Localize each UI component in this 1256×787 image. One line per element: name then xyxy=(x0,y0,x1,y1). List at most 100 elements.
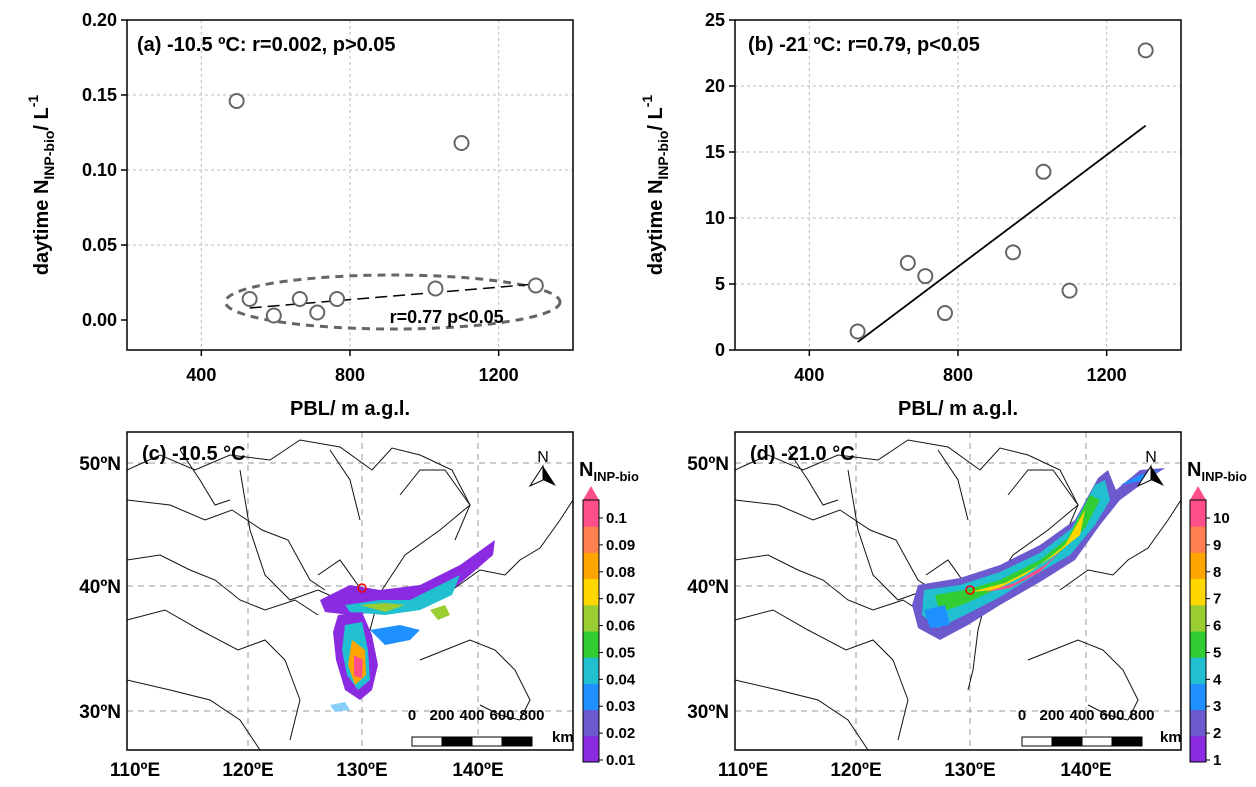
panel-d-colorbar-title: NINP-bio xyxy=(1187,459,1247,484)
a-xtick-0: 400 xyxy=(186,365,216,385)
b-ytick-3: 15 xyxy=(705,142,725,162)
d-colorbar-segment-1 xyxy=(1190,709,1206,737)
panel-b-scatter: 400 800 1200 0 5 10 15 20 25 (b) -21 ºC: r=0.79,… xyxy=(639,10,1182,420)
panel-d-scalebar-200: 200 xyxy=(1039,707,1064,724)
c-colorbar-tick-3: 0.04 xyxy=(606,671,636,688)
d-lat-tick-0: 30ºN xyxy=(687,702,729,723)
c-lat-tick-0: 30ºN xyxy=(79,702,121,723)
panel-c-label: (c) -10.5 °C xyxy=(142,443,246,465)
c-lon-tick-3: 140ºE xyxy=(452,760,503,781)
d-colorbar-arrow xyxy=(1190,486,1206,500)
a-point-8 xyxy=(527,277,544,294)
a-point-4 xyxy=(309,304,326,321)
d-colorbar-tick-3: 4 xyxy=(1213,671,1222,688)
c-colorbar-segment-1 xyxy=(583,709,599,737)
d-lat-tick-2: 50ºN xyxy=(687,454,729,475)
d-colorbar-tick-2: 3 xyxy=(1213,698,1221,715)
d-lon-tick-3: 140ºE xyxy=(1060,760,1111,781)
panel-c-colorbar: 0.01 0.02 0.03 0.04 0.05 0.06 0.07 0.08 0.09 0.1 xyxy=(582,486,636,769)
a-point-3 xyxy=(291,291,308,307)
panel-c-scalebar-200: 200 xyxy=(429,707,454,724)
b-point-4 xyxy=(1005,244,1022,261)
d-lon-tick-1: 120ºE xyxy=(830,760,881,781)
c-colorbar-tick-2: 0.03 xyxy=(606,698,635,715)
panel-d-scalebar-600: 600 xyxy=(1099,707,1124,724)
panel-d-map-ticks: 110ºE 120ºE 130ºE 140ºE 30ºN 40ºN 50ºN xyxy=(687,454,1111,781)
b-point-5 xyxy=(1035,163,1052,180)
c-colorbar-segment-0 xyxy=(583,735,599,763)
c-colorbar-segment-6 xyxy=(583,578,599,606)
c-lon-tick-1: 120ºE xyxy=(222,760,273,781)
panel-c-site-marker xyxy=(357,583,367,593)
panel-a-ticks: 400 800 1200 0.00 0.05 0.10 0.15 0.20 xyxy=(82,10,519,385)
d-colorbar-tick-4: 5 xyxy=(1213,644,1221,661)
a-ytick-1: 0.05 xyxy=(82,235,117,255)
c-lon-tick-2: 130ºE xyxy=(336,760,387,781)
d-colorbar-tick-1: 2 xyxy=(1213,725,1221,742)
b-xtick-0: 400 xyxy=(794,365,824,385)
a-ytick-0: 0.00 xyxy=(82,310,117,330)
d-colorbar-segment-2 xyxy=(1190,683,1206,711)
panel-c-scalebar-800: 800 xyxy=(519,707,544,724)
a-point-2 xyxy=(265,307,282,324)
panel-c-colorbar-title: NINP-bio xyxy=(579,459,639,484)
panel-d-scalebar-400: 400 xyxy=(1069,707,1094,724)
panel-d-label: (d) -21.0 °C xyxy=(750,443,855,465)
c-colorbar-tick-4: 0.05 xyxy=(606,644,635,661)
c-colorbar-outline xyxy=(582,499,600,763)
panel-b-ylabel: daytime NINP-bio/ L-1 xyxy=(639,95,671,276)
b-point-0 xyxy=(849,323,866,340)
c-colorbar-tick-8: 0.09 xyxy=(606,537,635,554)
d-colorbar-outline xyxy=(1189,499,1207,763)
d-lon-tick-0: 110ºE xyxy=(718,760,768,781)
panel-a-scatter: 400 800 1200 0.00 0.05 0.10 0.15 0.20 r=0.77 p<… xyxy=(25,10,574,420)
panel-d-map: N 0 200 400 600 800 km (d) -21.0 °C 110º… xyxy=(687,431,1247,781)
panel-c-scalebar-400: 400 xyxy=(459,707,484,724)
panel-c-scalebar-600: 600 xyxy=(489,707,514,724)
b-ytick-4: 20 xyxy=(705,76,725,96)
d-colorbar-segment-7 xyxy=(1190,552,1206,580)
panel-a-xlabel: PBL/ m a.g.l. xyxy=(290,398,410,420)
a-point-6 xyxy=(453,135,470,151)
d-colorbar-tick-5: 6 xyxy=(1213,618,1221,635)
a-point-0 xyxy=(228,93,245,109)
panel-c-concentration-field xyxy=(320,540,495,712)
panel-c-frame xyxy=(126,431,574,751)
c-colorbar-tick-5: 0.06 xyxy=(606,618,635,635)
panel-c-map-ticks: 110ºE 120ºE 130ºE 140ºE 30ºN 40ºN 50ºN xyxy=(79,454,503,781)
panel-b-points xyxy=(849,42,1154,340)
panel-c-scalebar: 0 200 400 600 800 km xyxy=(408,707,573,747)
d-lat-tick-1: 40ºN xyxy=(687,577,729,598)
d-colorbar-segment-3 xyxy=(1190,657,1206,684)
c-colorbar-tick-1: 0.02 xyxy=(606,725,635,742)
d-colorbar-tick-6: 7 xyxy=(1213,591,1221,608)
panel-a-points xyxy=(228,93,544,324)
d-colorbar-tick-0: 1 xyxy=(1213,752,1221,769)
c-colorbar-segment-9 xyxy=(583,500,599,527)
panel-b-fit-line xyxy=(857,124,1147,343)
c-lat-tick-2: 50ºN xyxy=(79,454,121,475)
c-colorbar-segment-4 xyxy=(583,631,599,658)
panel-a-ylabel: daytime NINP-bio/ L-1 xyxy=(25,95,57,276)
d-colorbar-tick-9: 10 xyxy=(1213,510,1230,527)
a-point-5 xyxy=(328,291,345,307)
c-colorbar-tick-9: 0.1 xyxy=(606,510,627,527)
b-ytick-2: 10 xyxy=(705,208,725,228)
d-colorbar-tick-7: 8 xyxy=(1213,564,1221,581)
panel-d-scalebar: 0 200 400 600 800 km xyxy=(1018,707,1181,747)
b-ytick-1: 5 xyxy=(715,274,725,294)
panel-a-label: (a) -10.5 ºC: r=0.002, p>0.05 xyxy=(137,34,396,56)
c-colorbar-tick-0: 0.01 xyxy=(606,752,635,769)
b-point-7 xyxy=(1137,42,1154,59)
panel-c-north-label: N xyxy=(537,449,549,466)
a-xtick-1: 800 xyxy=(335,365,365,385)
c-colorbar-segment-8 xyxy=(583,526,599,553)
d-colorbar-segment-4 xyxy=(1190,631,1206,658)
c-colorbar-tick-6: 0.07 xyxy=(606,591,635,608)
a-ytick-3: 0.15 xyxy=(82,85,117,105)
panel-d-north-label: N xyxy=(1145,449,1157,466)
panel-d-north-arrow: N xyxy=(1136,449,1164,488)
panel-b-ticks: 400 800 1200 0 5 10 15 20 25 xyxy=(705,10,1127,385)
panel-b-grid xyxy=(735,20,1181,350)
